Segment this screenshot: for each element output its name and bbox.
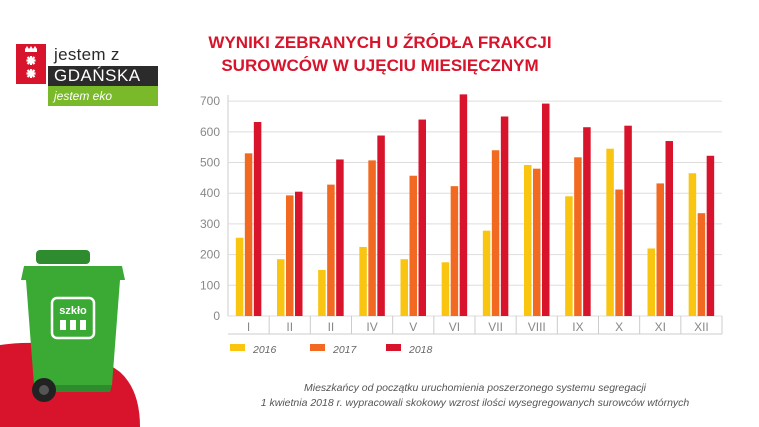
bar-2018-VI [459, 94, 468, 316]
y-tick-label: 600 [200, 125, 220, 139]
bar-2017-II [286, 195, 294, 316]
bar-2016-I [235, 237, 244, 316]
x-tick-label: VII [488, 320, 503, 334]
legend-swatch-2018 [386, 344, 401, 351]
x-tick-label: IX [572, 320, 583, 334]
chart-title-line-2: SUROWCÓW W UJĘCIU MIESIĘCZNYM [221, 56, 539, 75]
bar-2016-X [606, 148, 614, 316]
bar-2017-V [409, 175, 417, 316]
bar-2017-IX [574, 157, 582, 316]
bar-2016-VII [482, 230, 491, 316]
bar-2016-II [318, 269, 326, 316]
bar-2017-I [244, 153, 253, 316]
bar-2016-IV [359, 246, 367, 316]
bar-2018-VII [500, 116, 509, 316]
bar-2018-V [418, 119, 426, 316]
crown-crest-icon [16, 44, 46, 84]
bar-2017-XII [697, 213, 706, 316]
x-tick-label: VI [449, 320, 460, 334]
bar-2018-XI [665, 141, 673, 316]
y-tick-label: 500 [200, 156, 220, 170]
bar-2018-VIII [542, 103, 550, 316]
x-tick-label: I [247, 320, 250, 334]
bar-2016-II [277, 259, 285, 316]
chart-caption: Mieszkańcy od początku uruchomienia posz… [230, 381, 720, 411]
logo-text-eco: jestem eko [48, 86, 158, 106]
bar-2016-IX [565, 196, 573, 316]
x-tick-label: II [286, 320, 293, 334]
legend-label-2016: 2016 [252, 344, 277, 356]
bar-2018-I [253, 122, 262, 316]
x-tick-label: II [328, 320, 335, 334]
legend-label-2017: 2017 [332, 344, 358, 356]
gdansk-logo: jestem z GDAŃSKA jestem eko [16, 44, 158, 107]
bar-2017-II [327, 184, 335, 316]
logo-text-city: GDAŃSKA [48, 66, 158, 86]
bar-2016-VIII [524, 164, 532, 316]
bar-2018-XII [706, 155, 715, 316]
bar-2017-XI [656, 183, 664, 316]
bar-2018-II [336, 159, 344, 316]
y-tick-label: 300 [200, 217, 220, 231]
y-tick-label: 100 [200, 278, 220, 292]
x-tick-label: X [615, 320, 623, 334]
y-tick-label: 0 [213, 309, 220, 323]
bar-2016-XII [688, 173, 697, 316]
bar-2016-VI [441, 262, 450, 316]
bar-2018-II [295, 191, 303, 316]
caption-line-2: 1 kwietnia 2018 r. wypracowali skokowy w… [260, 397, 690, 409]
bar-2017-IV [368, 160, 376, 316]
y-tick-label: 400 [200, 186, 220, 200]
x-tick-label: VIII [528, 320, 546, 334]
recycling-bin-illustration: szkło [0, 250, 140, 427]
bar-2017-VIII [533, 168, 541, 316]
chart-title-line-1: WYNIKI ZEBRANYCH U ŹRÓDŁA FRAKCJI [208, 33, 552, 52]
caption-line-1: Mieszkańcy od początku uruchomienia posz… [303, 382, 646, 394]
logo-text-top: jestem z [54, 45, 120, 64]
y-tick-label: 700 [200, 94, 220, 108]
bar-2016-XI [647, 248, 655, 316]
bar-2018-IV [377, 135, 385, 316]
bin-label: szkło [59, 305, 87, 317]
x-tick-label: IV [366, 320, 377, 334]
x-tick-label: XI [655, 320, 666, 334]
legend-swatch-2016 [230, 344, 245, 351]
bar-2017-X [615, 189, 623, 316]
bar-2017-VI [450, 186, 459, 316]
legend-label-2018: 2018 [408, 344, 433, 356]
bar-2016-V [400, 259, 408, 316]
bar-2018-X [624, 125, 632, 316]
x-tick-label: V [409, 320, 417, 334]
legend-swatch-2017 [310, 344, 325, 351]
y-tick-label: 200 [200, 248, 220, 262]
x-tick-label: XII [694, 320, 709, 334]
chart-title: WYNIKI ZEBRANYCH U ŹRÓDŁA FRAKCJI SUROWC… [160, 31, 600, 77]
bar-2018-IX [583, 127, 591, 317]
bar-2017-VII [491, 150, 500, 316]
green-bin-icon: szkło [21, 250, 125, 402]
